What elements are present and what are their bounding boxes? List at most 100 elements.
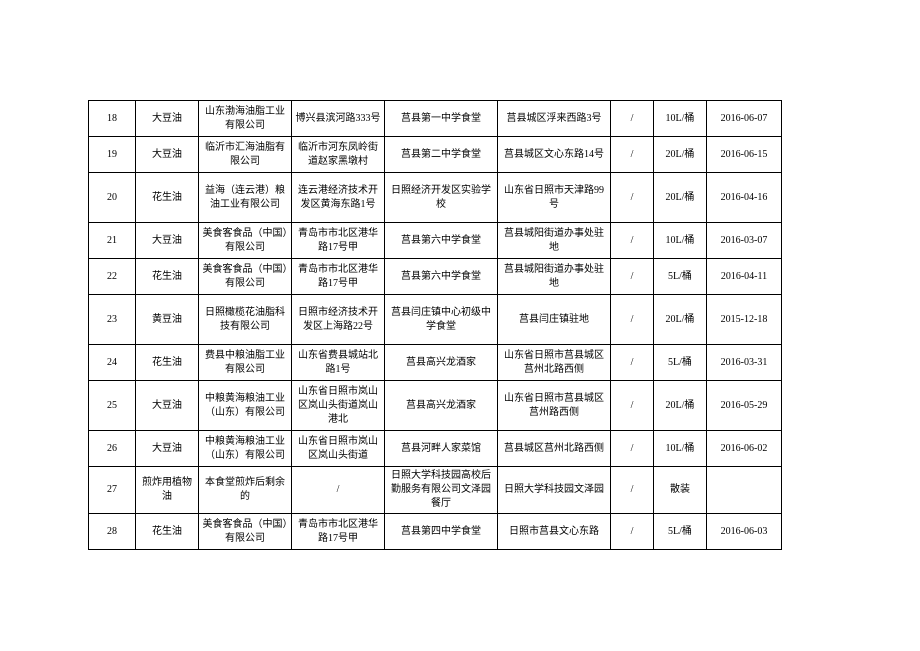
table-cell: 24 <box>89 345 136 381</box>
table-cell: 莒县城区文心东路14号 <box>498 137 611 173</box>
table-row: 25大豆油中粮黄海粮油工业（山东）有限公司山东省日照市岚山区岚山头街道岚山港北莒… <box>89 381 782 431</box>
table-cell: 莒县河畔人家菜馆 <box>385 431 498 467</box>
table-cell: 21 <box>89 223 136 259</box>
table-cell: 20L/桶 <box>654 173 707 223</box>
table-cell: 花生油 <box>136 514 199 550</box>
table-cell: 22 <box>89 259 136 295</box>
table-cell: / <box>611 381 654 431</box>
table-cell: 莒县城区莒州北路西侧 <box>498 431 611 467</box>
table-cell: 日照市经济技术开发区上海路22号 <box>292 295 385 345</box>
table-cell: 莒县高兴龙酒家 <box>385 381 498 431</box>
table-cell: 5L/桶 <box>654 259 707 295</box>
table-cell: 散装 <box>654 467 707 514</box>
table-cell: 20L/桶 <box>654 381 707 431</box>
table-cell: 花生油 <box>136 345 199 381</box>
table-cell: 莒县闫庄镇驻地 <box>498 295 611 345</box>
table-cell: 连云港经济技术开发区黄海东路1号 <box>292 173 385 223</box>
table-cell: 日照大学科技园高校后勤服务有限公司文泽园餐厅 <box>385 467 498 514</box>
table-cell: 山东省日照市莒县城区莒州路西侧 <box>498 381 611 431</box>
table-cell: 费县中粮油脂工业有限公司 <box>199 345 292 381</box>
table-cell: / <box>611 295 654 345</box>
table-cell: 莒县第四中学食堂 <box>385 514 498 550</box>
table-row: 24花生油费县中粮油脂工业有限公司山东省费县城站北路1号莒县高兴龙酒家山东省日照… <box>89 345 782 381</box>
table-cell: 黄豆油 <box>136 295 199 345</box>
table-cell: 日照大学科技园文泽园 <box>498 467 611 514</box>
table-cell: 28 <box>89 514 136 550</box>
table-cell: 2016-06-15 <box>707 137 782 173</box>
table-cell: 5L/桶 <box>654 345 707 381</box>
table-row: 23黄豆油日照橄榄花油脂科技有限公司日照市经济技术开发区上海路22号莒县闫庄镇中… <box>89 295 782 345</box>
table-cell: 20 <box>89 173 136 223</box>
table-cell: / <box>611 259 654 295</box>
table-cell: 山东渤海油脂工业有限公司 <box>199 101 292 137</box>
table-cell: / <box>611 223 654 259</box>
table-cell: 临沂市汇海油脂有限公司 <box>199 137 292 173</box>
table-cell: 日照经济开发区实验学校 <box>385 173 498 223</box>
table-cell: 日照市莒县文心东路 <box>498 514 611 550</box>
table-row: 19大豆油临沂市汇海油脂有限公司临沂市河东凤岭街道赵家黑墩村莒县第二中学食堂莒县… <box>89 137 782 173</box>
table-cell: 20L/桶 <box>654 295 707 345</box>
table-cell: 美食客食品（中国）有限公司 <box>199 514 292 550</box>
table-cell: 大豆油 <box>136 431 199 467</box>
table-cell: 美食客食品（中国）有限公司 <box>199 259 292 295</box>
table-row: 20花生油益海（连云港）粮油工业有限公司连云港经济技术开发区黄海东路1号日照经济… <box>89 173 782 223</box>
table-cell: 2016-06-07 <box>707 101 782 137</box>
table-cell: 本食堂煎炸后剩余的 <box>199 467 292 514</box>
table-cell: 山东省日照市岚山区岚山头街道 <box>292 431 385 467</box>
table-cell: / <box>611 101 654 137</box>
table-cell: 20L/桶 <box>654 137 707 173</box>
table-row: 18大豆油山东渤海油脂工业有限公司博兴县滨河路333号莒县第一中学食堂莒县城区浮… <box>89 101 782 137</box>
table-row: 28花生油美食客食品（中国）有限公司青岛市市北区港华路17号甲莒县第四中学食堂日… <box>89 514 782 550</box>
table-cell: 莒县第一中学食堂 <box>385 101 498 137</box>
table-row: 27煎炸用植物油本食堂煎炸后剩余的/日照大学科技园高校后勤服务有限公司文泽园餐厅… <box>89 467 782 514</box>
table-cell: 5L/桶 <box>654 514 707 550</box>
table-cell: 23 <box>89 295 136 345</box>
table-cell: 27 <box>89 467 136 514</box>
table-cell: / <box>611 173 654 223</box>
table-cell: 山东省费县城站北路1号 <box>292 345 385 381</box>
table-cell: 莒县闫庄镇中心初级中学食堂 <box>385 295 498 345</box>
table-cell: / <box>292 467 385 514</box>
table-cell: 日照橄榄花油脂科技有限公司 <box>199 295 292 345</box>
table-cell: 煎炸用植物油 <box>136 467 199 514</box>
table-cell: / <box>611 137 654 173</box>
table-cell: 临沂市河东凤岭街道赵家黑墩村 <box>292 137 385 173</box>
table-cell: 莒县城阳街道办事处驻地 <box>498 259 611 295</box>
table-row: 21大豆油美食客食品（中国）有限公司青岛市市北区港华路17号甲莒县第六中学食堂莒… <box>89 223 782 259</box>
table-cell: / <box>611 514 654 550</box>
table-cell: 2016-06-03 <box>707 514 782 550</box>
table-cell: 青岛市市北区港华路17号甲 <box>292 259 385 295</box>
table-cell: 2016-06-02 <box>707 431 782 467</box>
table-row: 22花生油美食客食品（中国）有限公司青岛市市北区港华路17号甲莒县第六中学食堂莒… <box>89 259 782 295</box>
table-cell: 2016-04-11 <box>707 259 782 295</box>
table-body: 18大豆油山东渤海油脂工业有限公司博兴县滨河路333号莒县第一中学食堂莒县城区浮… <box>89 101 782 550</box>
table-cell: 山东省日照市天津路99号 <box>498 173 611 223</box>
table-cell: 25 <box>89 381 136 431</box>
table-cell: 19 <box>89 137 136 173</box>
table-cell: 2016-03-07 <box>707 223 782 259</box>
table-cell: 18 <box>89 101 136 137</box>
table-cell: 10L/桶 <box>654 431 707 467</box>
table-cell: 山东省日照市莒县城区莒州北路西侧 <box>498 345 611 381</box>
table-cell: 2016-05-29 <box>707 381 782 431</box>
table-cell: 山东省日照市岚山区岚山头街道岚山港北 <box>292 381 385 431</box>
table-cell: 大豆油 <box>136 223 199 259</box>
table-cell: / <box>611 345 654 381</box>
table-cell: 2016-04-16 <box>707 173 782 223</box>
table-cell: 中粮黄海粮油工业（山东）有限公司 <box>199 381 292 431</box>
table-cell: 莒县第二中学食堂 <box>385 137 498 173</box>
table-cell: 青岛市市北区港华路17号甲 <box>292 223 385 259</box>
data-table: 18大豆油山东渤海油脂工业有限公司博兴县滨河路333号莒县第一中学食堂莒县城区浮… <box>88 100 782 550</box>
table-cell: 莒县第六中学食堂 <box>385 223 498 259</box>
table-cell: / <box>611 467 654 514</box>
table-cell: 2015-12-18 <box>707 295 782 345</box>
table-row: 26大豆油中粮黄海粮油工业（山东）有限公司山东省日照市岚山区岚山头街道莒县河畔人… <box>89 431 782 467</box>
table-cell: 莒县高兴龙酒家 <box>385 345 498 381</box>
table-cell: 大豆油 <box>136 137 199 173</box>
table-cell: 博兴县滨河路333号 <box>292 101 385 137</box>
table-cell: 26 <box>89 431 136 467</box>
table-cell: / <box>611 431 654 467</box>
table-cell: 大豆油 <box>136 101 199 137</box>
table-cell: 花生油 <box>136 173 199 223</box>
table-cell: 莒县城区浮来西路3号 <box>498 101 611 137</box>
